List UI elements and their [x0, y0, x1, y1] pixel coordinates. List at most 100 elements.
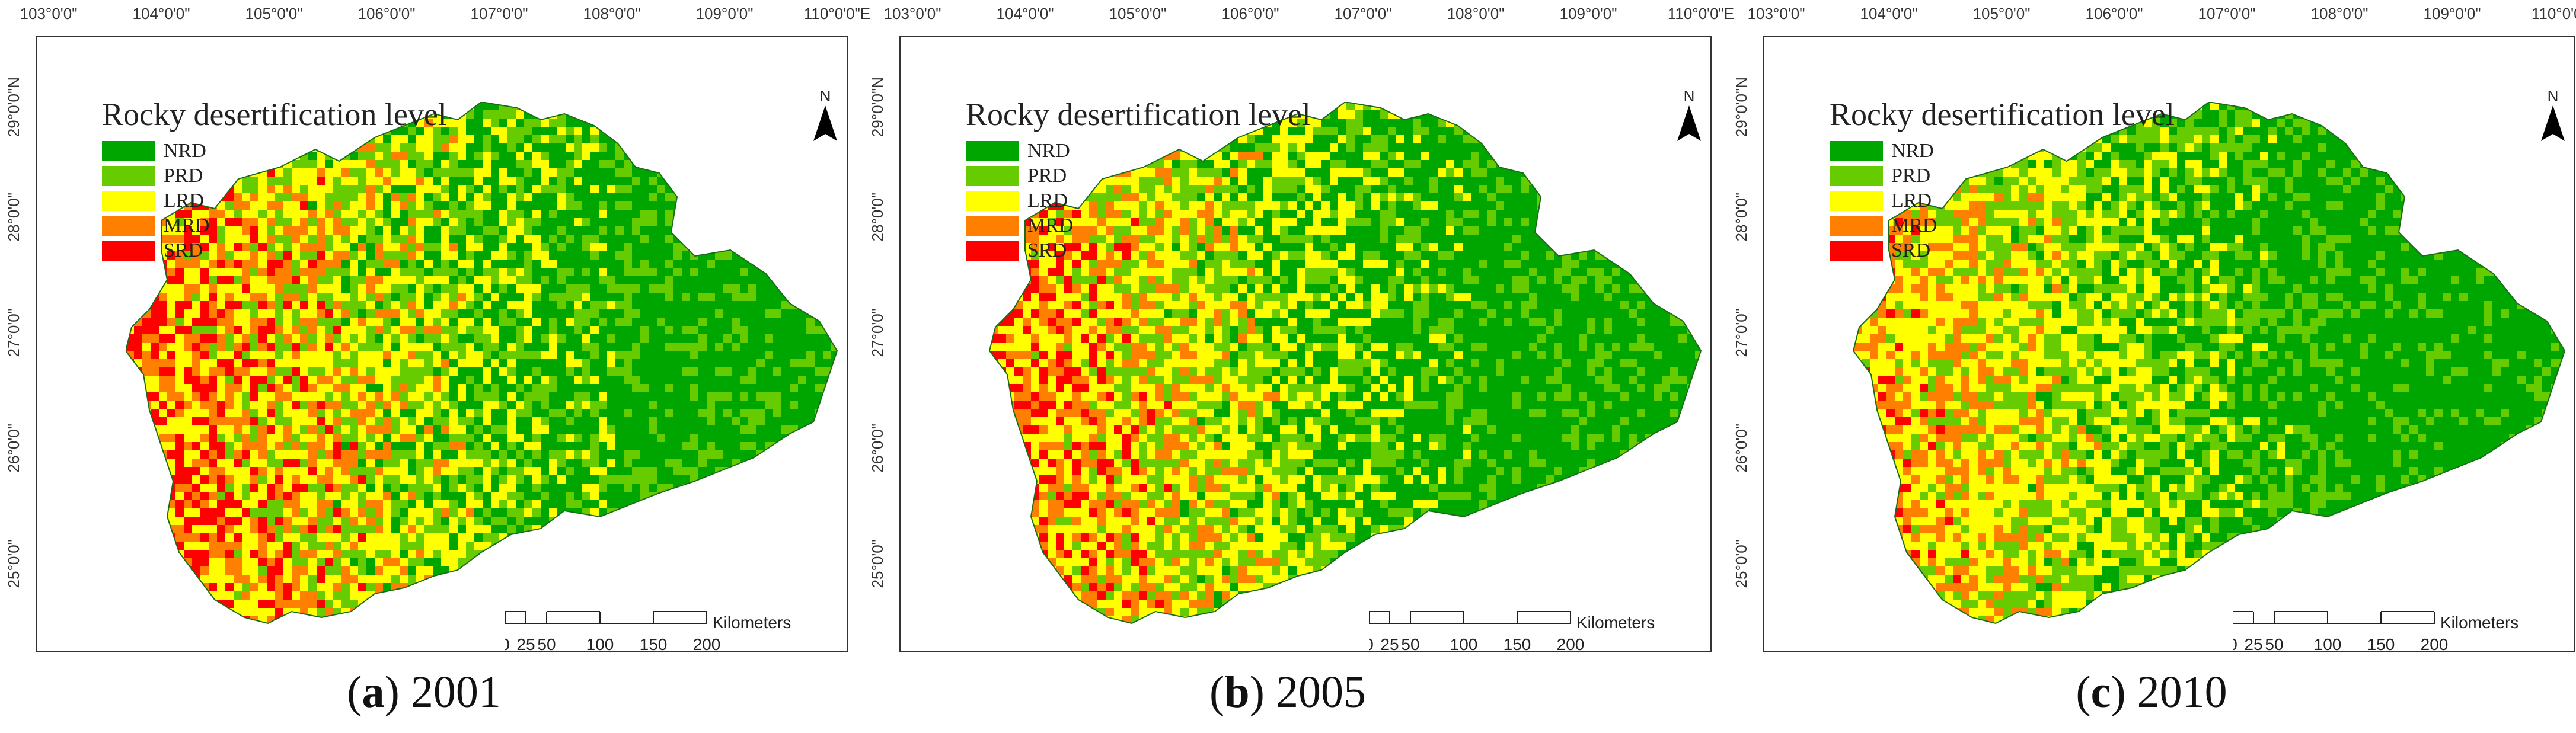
- legend-item: MRD: [1830, 213, 2175, 238]
- longitude-tick-label: 103°0'0": [20, 5, 78, 23]
- scale-tick-label: 50: [1401, 635, 1419, 654]
- latitude-tick-label: 28°0'0": [869, 193, 887, 241]
- legend-item: NRD: [102, 139, 447, 164]
- latitude-tick-label: 28°0'0": [1732, 193, 1751, 241]
- legend-title: Rocky desertification level: [102, 96, 447, 133]
- panel-caption: (a) 2001: [0, 667, 848, 718]
- legend-label: NRD: [164, 140, 206, 162]
- scale-tick-label: 200: [1557, 635, 1585, 654]
- scale-unit-label: Kilometers: [1576, 613, 1655, 632]
- legend-title: Rocky desertification level: [966, 96, 1311, 133]
- legend-title: Rocky desertification level: [1830, 96, 2175, 133]
- latitude-tick-label: 26°0'0": [869, 424, 887, 472]
- scale-tick-label: 50: [537, 635, 556, 654]
- longitude-tick-label: 107°0'0": [2198, 5, 2256, 23]
- north-arrow-icon: [1677, 105, 1701, 141]
- latitude-tick-label: 28°0'0": [5, 193, 23, 241]
- legend-item: SRD: [1830, 238, 2175, 263]
- panel-letter: b: [1224, 667, 1249, 717]
- legend-item: NRD: [1830, 139, 2175, 164]
- legend-label: NRD: [1891, 140, 1934, 162]
- panel-caption: (c) 2010: [1728, 667, 2575, 718]
- north-arrow: N: [813, 87, 837, 144]
- panel-year: 2001: [411, 667, 501, 717]
- scale-bar: 02550100150200Kilometers: [2233, 606, 2565, 662]
- latitude-tick-label: 26°0'0": [1732, 424, 1751, 472]
- north-label: N: [813, 87, 837, 105]
- latitude-tick-label: 27°0'0": [1732, 308, 1751, 357]
- longitude-tick-label: 104°0'0": [1860, 5, 1918, 23]
- legend-swatch: [966, 141, 1019, 161]
- legend-label: SRD: [1891, 239, 1930, 262]
- longitude-tick-label: 105°0'0": [245, 5, 303, 23]
- longitude-tick-label: 103°0'0": [884, 5, 941, 23]
- longitude-tick-label: 105°0'0": [1109, 5, 1167, 23]
- legend-item: MRD: [102, 213, 447, 238]
- legend-swatch: [102, 141, 155, 161]
- legend-swatch: [102, 241, 155, 261]
- legend: Rocky desertification levelNRDPRDLRDMRDS…: [966, 96, 1311, 263]
- latitude-tick-label: 29°0'0"N: [869, 77, 887, 137]
- longitude-tick-label: 103°0'0": [1748, 5, 1805, 23]
- latitude-tick-label: 26°0'0": [5, 424, 23, 472]
- latitude-tick-label: 25°0'0": [1732, 539, 1751, 588]
- scale-unit-label: Kilometers: [2440, 613, 2518, 632]
- legend-item: SRD: [102, 238, 447, 263]
- legend-swatch: [966, 241, 1019, 261]
- scale-tick-label: 50: [2265, 635, 2283, 654]
- latitude-tick-label: 25°0'0": [5, 539, 23, 588]
- scale-bar-graphic: 02550100150200Kilometers: [1369, 606, 1701, 659]
- longitude-tick-label: 108°0'0": [583, 5, 641, 23]
- legend-label: SRD: [1027, 239, 1067, 262]
- legend-label: LRD: [164, 190, 204, 212]
- panel-year: 2005: [1276, 667, 1366, 717]
- legend-swatch: [102, 166, 155, 186]
- panel-letter: c: [2091, 667, 2111, 717]
- legend-swatch: [102, 216, 155, 236]
- legend-label: SRD: [164, 239, 203, 262]
- longitude-tick-label: 107°0'0": [471, 5, 528, 23]
- legend-label: PRD: [1891, 165, 1930, 187]
- scale-tick-label: 200: [693, 635, 721, 654]
- longitude-tick-label: 105°0'0": [1973, 5, 2031, 23]
- latitude-tick-label: 27°0'0": [869, 308, 887, 357]
- scale-unit-label: Kilometers: [713, 613, 791, 632]
- map-panel-a: 103°0'0" 104°0'0" 105°0'0" 106°0'0" 107°0'0"…: [0, 0, 848, 733]
- map-panel-b: 103°0'0"104°0'0"105°0'0"106°0'0"107°0'0"…: [864, 0, 1712, 733]
- legend-item: LRD: [1830, 188, 2175, 213]
- map-frame: Rocky desertification level NRD PRDLRDMRDS…: [1763, 36, 2575, 652]
- scale-tick-label: 150: [1504, 635, 1531, 654]
- longitude-tick-label: 104°0'0": [133, 5, 190, 23]
- latitude-tick-label: 29°0'0"N: [5, 77, 23, 137]
- latitude-tick-label: 27°0'0": [5, 308, 23, 357]
- legend-swatch: [1830, 166, 1883, 186]
- scale-bar-graphic: 02550100150200Kilometers: [505, 606, 837, 659]
- longitude-ticks: 103°0'0"104°0'0"105°0'0"106°0'0"107°0'0"…: [36, 5, 848, 28]
- longitude-tick-label: 106°0'0": [358, 5, 416, 23]
- legend: Rocky desertification level NRD PRD LRD MRDS…: [102, 96, 447, 263]
- longitude-tick-label: 107°0'0": [1335, 5, 1392, 23]
- scale-bar-graphic: 02550100150200Kilometers: [2233, 606, 2565, 659]
- legend-label: MRD: [164, 215, 209, 237]
- legend-swatch: [1830, 241, 1883, 261]
- legend-swatch: [966, 191, 1019, 211]
- map-frame: Rocky desertification level NRD PRD LRD MRDS…: [36, 36, 848, 652]
- longitude-tick-label: 110°0'0"E: [804, 5, 870, 23]
- legend-item: PRD: [102, 164, 447, 188]
- legend-swatch: [966, 166, 1019, 186]
- legend-label: PRD: [1027, 165, 1067, 187]
- scale-tick-label: 0: [1369, 635, 1374, 654]
- scale-tick-label: 25: [516, 635, 535, 654]
- longitude-tick-label: 110°0'0"E: [2532, 5, 2576, 23]
- legend-swatch: [102, 191, 155, 211]
- map-frame: Rocky desertification levelNRDPRDLRDMRDS…: [899, 36, 1712, 652]
- legend-label: PRD: [164, 165, 203, 187]
- legend-item: LRD: [102, 188, 447, 213]
- scale-tick-label: 150: [2367, 635, 2395, 654]
- latitude-tick-label: 29°0'0"N: [1732, 77, 1751, 137]
- map-panel-c: 103°0'0"104°0'0"105°0'0"106°0'0"107°0'0"…: [1728, 0, 2575, 733]
- north-label: N: [1677, 87, 1701, 105]
- legend-item: PRD: [1830, 164, 2175, 188]
- longitude-tick-label: 109°0'0": [2424, 5, 2481, 23]
- legend-label: NRD: [1027, 140, 1070, 162]
